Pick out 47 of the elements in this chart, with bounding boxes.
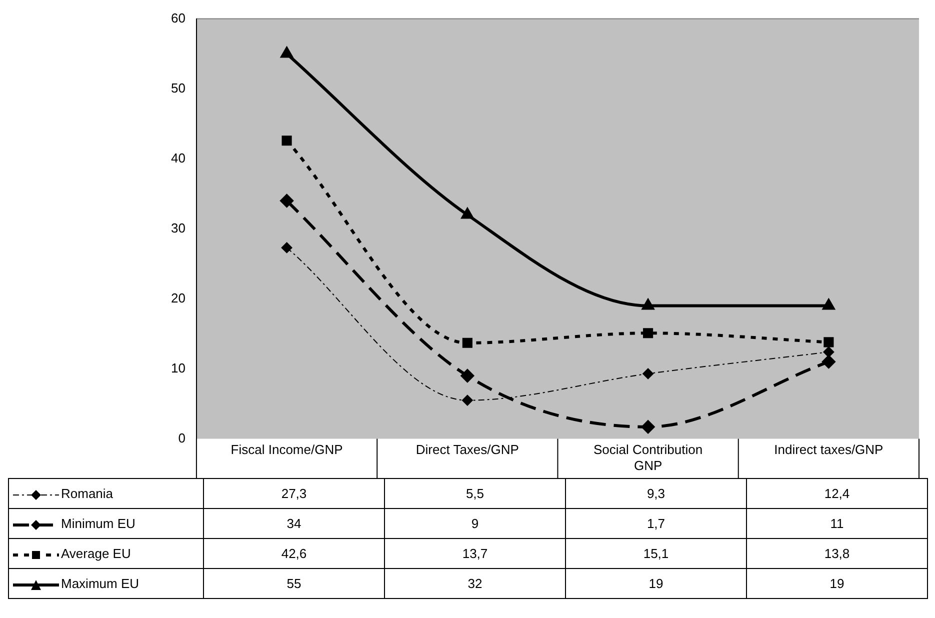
point bbox=[822, 299, 835, 310]
point bbox=[462, 394, 473, 406]
data-label: 27,3 bbox=[204, 478, 384, 508]
point bbox=[643, 328, 654, 338]
data-label: 15,1 bbox=[566, 538, 746, 568]
point bbox=[642, 299, 654, 310]
data-label: 34 bbox=[204, 508, 384, 538]
point bbox=[642, 368, 654, 380]
data-label: 13,8 bbox=[746, 538, 928, 568]
point bbox=[460, 369, 474, 382]
data-label: 12,4 bbox=[746, 478, 928, 508]
point bbox=[281, 242, 292, 254]
legend-label: Minimum EU bbox=[61, 516, 136, 531]
y-tick-label: 50 bbox=[170, 80, 186, 96]
data-label: 55 bbox=[204, 568, 384, 598]
point bbox=[282, 136, 292, 146]
y-tick-label: 60 bbox=[170, 10, 186, 26]
x-tick-label: Indirect taxes/GNP bbox=[774, 442, 884, 458]
legend-label: Maximum EU bbox=[61, 576, 140, 591]
y-tick-label: 30 bbox=[170, 220, 186, 236]
point bbox=[462, 208, 474, 219]
legend-label: Romania bbox=[61, 486, 114, 501]
legend-label: Average EU bbox=[61, 546, 131, 561]
point bbox=[462, 338, 472, 348]
data-label: 9 bbox=[384, 508, 566, 538]
point bbox=[822, 355, 836, 368]
data-label: 11 bbox=[746, 508, 928, 538]
x-tick-label: Fiscal Income/GNP bbox=[230, 442, 343, 458]
y-tick-label: 40 bbox=[170, 150, 186, 166]
y-tick-label: 0 bbox=[178, 430, 186, 446]
x-tick-label: Social Contribution GNP bbox=[593, 442, 703, 473]
data-label: 1,7 bbox=[566, 508, 746, 538]
x-tick-label: Direct Taxes/GNP bbox=[416, 442, 519, 458]
data-label: 5,5 bbox=[384, 478, 566, 508]
point bbox=[823, 346, 834, 358]
y-tick-label: 20 bbox=[170, 290, 186, 306]
data-label: 32 bbox=[384, 568, 566, 598]
data-label: 9,3 bbox=[566, 478, 746, 508]
y-tick-label: 10 bbox=[170, 360, 186, 376]
data-label: 13,7 bbox=[384, 538, 566, 568]
point bbox=[824, 337, 834, 348]
point bbox=[280, 194, 294, 208]
data-label: 19 bbox=[746, 568, 928, 598]
point bbox=[280, 47, 293, 58]
data-label: 19 bbox=[566, 568, 746, 598]
point bbox=[642, 420, 655, 434]
data-label: 42,6 bbox=[204, 538, 384, 568]
